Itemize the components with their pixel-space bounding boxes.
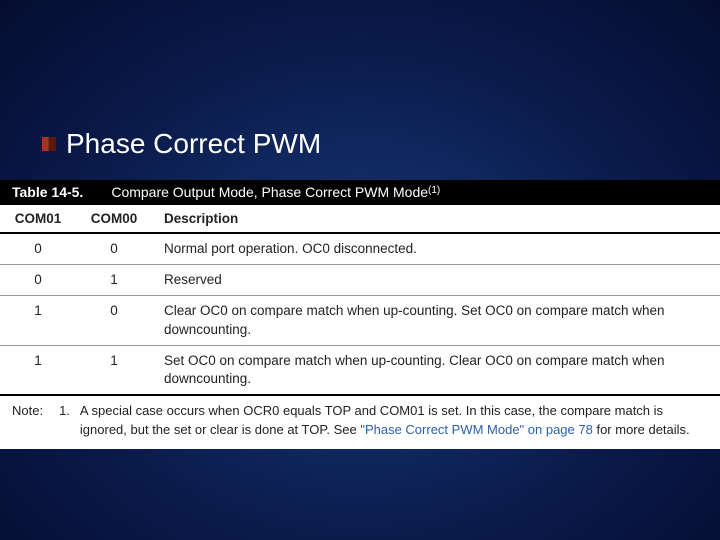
- cell-com01: 0: [0, 265, 76, 296]
- pwm-mode-table: COM01 COM00 Description 0 0 Normal port …: [0, 204, 720, 396]
- bullet-icon: [42, 137, 56, 151]
- table-row: 1 0 Clear OC0 on compare match when up-c…: [0, 296, 720, 345]
- table-label: Table 14-5.: [12, 184, 83, 200]
- note-number: 1.: [53, 402, 70, 438]
- note-text: A special case occurs when OCR0 equals T…: [80, 402, 708, 438]
- cell-desc: Set OC0 on compare match when up-countin…: [152, 345, 720, 395]
- table-row: 0 0 Normal port operation. OC0 disconnec…: [0, 233, 720, 265]
- cell-com01: 1: [0, 345, 76, 395]
- table-row: 1 1 Set OC0 on compare match when up-cou…: [0, 345, 720, 395]
- note-link[interactable]: "Phase Correct PWM Mode" on page 78: [360, 422, 593, 437]
- cell-com01: 1: [0, 296, 76, 345]
- cell-desc: Normal port operation. OC0 disconnected.: [152, 233, 720, 265]
- table-figure: Table 14-5. Compare Output Mode, Phase C…: [0, 180, 720, 449]
- cell-desc: Reserved: [152, 265, 720, 296]
- cell-com00: 1: [76, 345, 152, 395]
- table-title-wrap: Compare Output Mode, Phase Correct PWM M…: [111, 184, 440, 200]
- col-description: Description: [152, 205, 720, 234]
- table-note: Note: 1. A special case occurs when OCR0…: [0, 396, 720, 448]
- cell-com01: 0: [0, 233, 76, 265]
- note-text-after: for more details.: [593, 422, 690, 437]
- table-header-row: COM01 COM00 Description: [0, 205, 720, 234]
- slide-heading: Phase Correct PWM: [66, 128, 321, 160]
- table-title: Compare Output Mode, Phase Correct PWM M…: [111, 184, 428, 200]
- cell-com00: 1: [76, 265, 152, 296]
- note-label: Note:: [12, 402, 43, 438]
- table-row: 0 1 Reserved: [0, 265, 720, 296]
- cell-com00: 0: [76, 296, 152, 345]
- col-com01: COM01: [0, 205, 76, 234]
- col-com00: COM00: [76, 205, 152, 234]
- heading-row: Phase Correct PWM: [42, 128, 321, 160]
- cell-com00: 0: [76, 233, 152, 265]
- cell-desc: Clear OC0 on compare match when up-count…: [152, 296, 720, 345]
- table-caption: Table 14-5. Compare Output Mode, Phase C…: [0, 180, 720, 204]
- table-title-sup: (1): [428, 185, 440, 196]
